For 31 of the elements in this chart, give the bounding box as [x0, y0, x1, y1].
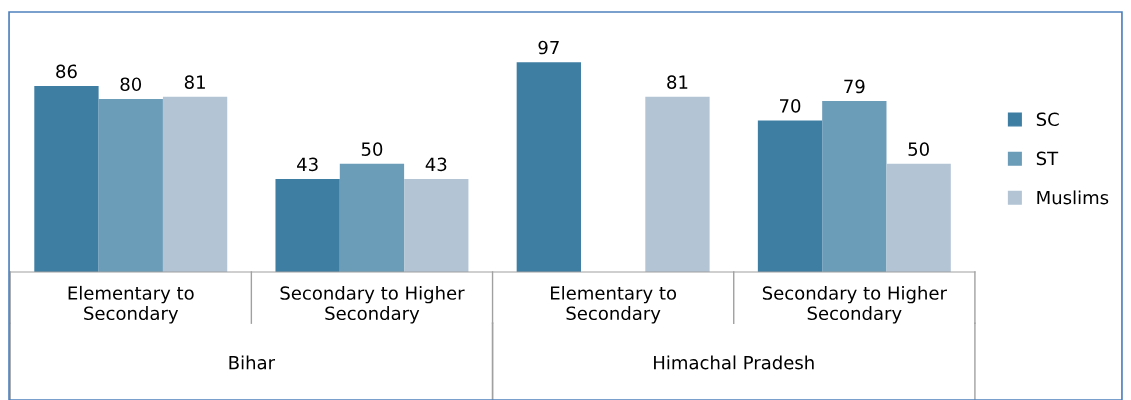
data-label: 79: [844, 79, 865, 94]
x-tick-label: Secondary to Higher Secondary: [280, 285, 465, 324]
data-label: 86: [56, 64, 77, 79]
bar: [34, 85, 99, 272]
bar: [645, 96, 710, 272]
bar: [339, 163, 405, 272]
x-tick-label: Elementary to Secondary: [68, 285, 194, 324]
text: Himachal Pradesh: [654, 355, 814, 370]
legend-label: ST: [1036, 151, 1059, 166]
data-label: 97: [538, 40, 559, 55]
data-label: 50: [361, 142, 383, 157]
data-label: 80: [120, 77, 142, 92]
bar: [516, 62, 581, 272]
x-tick-label: Secondary to Higher Secondary: [762, 285, 947, 324]
bar: [98, 98, 163, 272]
x-tick-label: Elementary to Secondary: [551, 285, 677, 324]
text: Bihar: [229, 355, 276, 370]
legend-label: Muslims: [1037, 190, 1109, 205]
data-label: 50: [908, 142, 929, 157]
bar: [822, 101, 887, 272]
data-label: 81: [184, 75, 205, 89]
bar: [162, 96, 228, 272]
bar: [404, 178, 469, 272]
bar: [886, 163, 951, 272]
data-label: 43: [297, 157, 318, 172]
bar: [275, 178, 340, 272]
legend-label: SC: [1036, 112, 1059, 127]
data-label: 43: [425, 157, 447, 172]
data-label: 70: [780, 99, 801, 113]
data-label: 81: [667, 75, 688, 89]
bar: [757, 120, 823, 272]
